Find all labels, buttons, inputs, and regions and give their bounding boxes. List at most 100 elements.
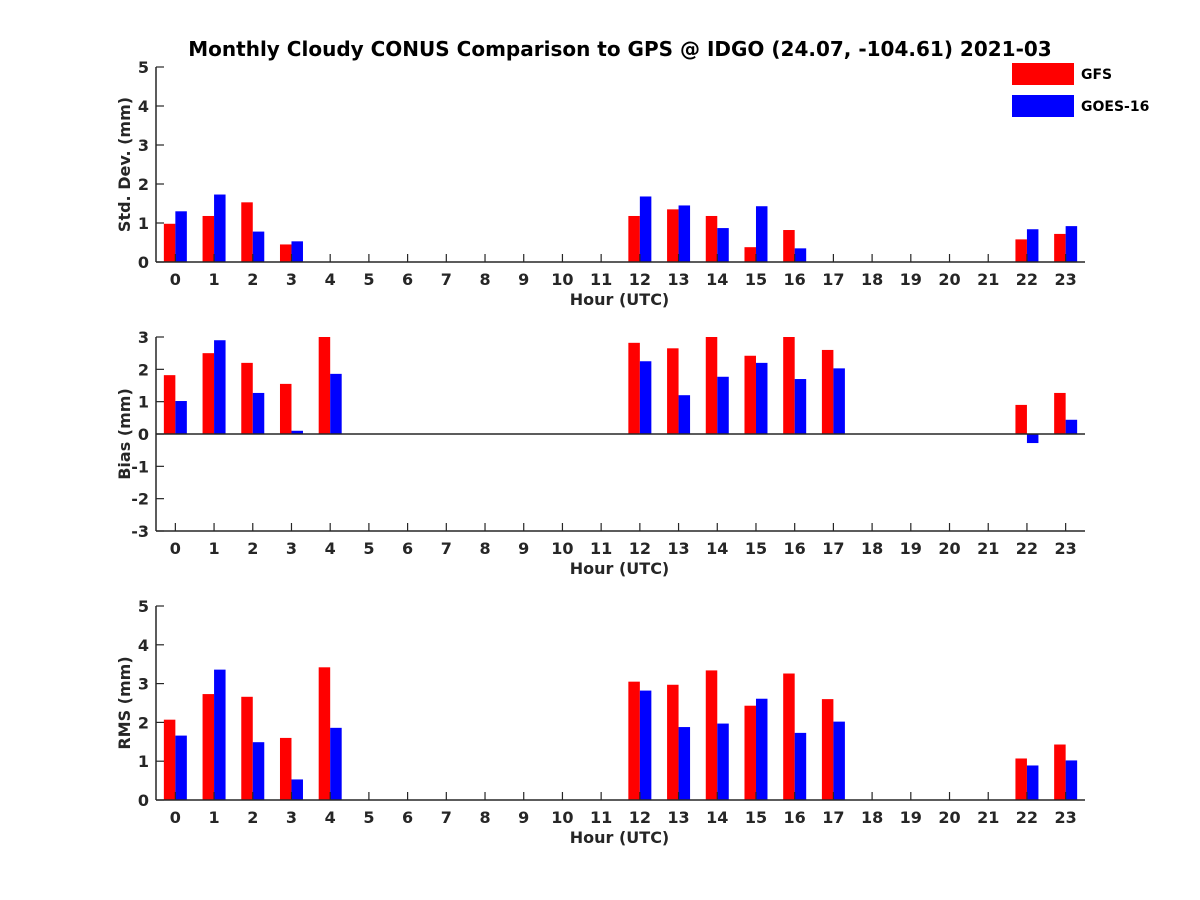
x-tick-label: 6 [402,270,413,289]
y-tick-label: 3 [138,328,149,347]
y-tick-label: 2 [138,713,149,732]
bar-gfs-hour-13 [667,684,679,800]
bar-gfs-hour-3 [279,244,292,262]
x-tick-label: 8 [479,808,490,827]
x-tick-label: 9 [518,270,529,289]
y-tick-label: 0 [138,791,149,810]
y-tick-label: 0 [138,425,149,444]
x-tick-label: 2 [247,270,258,289]
bar-gfs-hour-13 [667,348,679,434]
bar-gfs-hour-1 [202,694,215,800]
bar-goes-16-hour-16 [794,248,807,262]
x-tick-label: 13 [667,270,689,289]
bar-goes-16-hour-16 [794,379,807,434]
x-tick-label: 8 [479,539,490,558]
bar-gfs-hour-16 [783,337,795,434]
x-tick-label: 11 [590,270,612,289]
x-tick-label: 5 [363,270,374,289]
x-tick-label: 18 [861,808,883,827]
bar-gfs-hour-23 [1054,392,1066,434]
x-tick-label: 20 [938,270,960,289]
x-tick-label: 20 [938,808,960,827]
bar-gfs-hour-12 [628,342,640,434]
bar-goes-16-hour-3 [291,779,303,800]
x-tick-label: 19 [900,270,922,289]
y-tick-label: 0 [138,253,149,272]
x-tick-label: 23 [1055,539,1077,558]
bar-gfs-hour-16 [783,673,795,800]
y-axis-label: Std. Dev. (mm) [115,97,134,232]
x-tick-label: 1 [208,808,219,827]
bar-gfs-hour-4 [318,337,331,434]
bar-gfs-hour-13 [667,209,679,262]
x-tick-label: 4 [325,808,336,827]
x-tick-label: 6 [402,539,413,558]
bar-gfs-hour-4 [318,667,331,800]
legend-label: GOES-16 [1081,99,1149,115]
y-tick-label: 3 [138,136,149,155]
x-tick-label: 12 [629,808,651,827]
bar-goes-16-hour-17 [833,721,845,800]
bar-gfs-hour-23 [1054,233,1066,262]
x-tick-label: 13 [667,539,689,558]
bar-gfs-hour-2 [241,696,253,800]
bar-goes-16-hour-3 [291,241,303,262]
bar-goes-16-hour-0 [175,211,187,262]
x-tick-label: 12 [629,539,651,558]
x-tick-label: 9 [518,539,529,558]
x-tick-label: 9 [518,808,529,827]
y-axis-label: RMS (mm) [115,656,134,749]
bar-goes-16-hour-12 [639,196,652,262]
y-tick-label: 3 [138,675,149,694]
bar-gfs-hour-3 [279,383,292,434]
bar-goes-16-hour-4 [330,727,342,800]
x-axis-label: Hour (UTC) [570,290,670,309]
x-tick-label: 22 [1016,539,1038,558]
x-tick-label: 4 [325,539,336,558]
legend-swatch-gfs [1012,63,1074,85]
figure-title: Monthly Cloudy CONUS Comparison to GPS @… [188,37,1051,61]
x-tick-label: 7 [441,808,452,827]
x-tick-label: 8 [479,270,490,289]
bar-goes-16-hour-15 [755,362,768,434]
bar-goes-16-hour-23 [1065,760,1078,800]
x-tick-label: 20 [938,539,960,558]
bar-gfs-hour-15 [744,355,756,434]
legend-label: GFS [1081,67,1112,83]
bar-goes-16-hour-23 [1065,419,1078,434]
bar-goes-16-hour-22 [1026,229,1039,262]
bar-gfs-hour-17 [821,699,834,800]
bar-gfs-hour-12 [628,215,640,262]
x-tick-label: 23 [1055,270,1077,289]
x-tick-label: 3 [286,270,297,289]
bar-goes-16-hour-13 [678,205,691,262]
bar-goes-16-hour-13 [678,727,691,800]
bar-gfs-hour-22 [1015,758,1027,800]
bar-goes-16-hour-3 [291,430,303,434]
bar-gfs-hour-15 [744,247,756,262]
bar-goes-16-hour-2 [252,231,265,262]
x-tick-label: 21 [977,539,999,558]
x-tick-label: 11 [590,808,612,827]
x-tick-label: 4 [325,270,336,289]
bar-goes-16-hour-17 [833,368,845,434]
bar-gfs-hour-15 [744,705,756,800]
x-tick-label: 11 [590,539,612,558]
x-tick-label: 21 [977,808,999,827]
x-tick-label: 16 [784,808,806,827]
x-tick-label: 2 [247,808,258,827]
x-tick-label: 5 [363,808,374,827]
bar-goes-16-hour-2 [252,742,265,800]
x-tick-label: 17 [822,539,844,558]
bar-gfs-hour-0 [163,223,176,262]
y-tick-label: 1 [138,752,149,771]
bar-gfs-hour-1 [202,353,215,434]
x-tick-label: 3 [286,808,297,827]
bar-goes-16-hour-14 [717,376,729,434]
bar-gfs-hour-2 [241,202,253,262]
x-axis-label: Hour (UTC) [570,828,670,847]
y-tick-label: -2 [131,490,149,509]
